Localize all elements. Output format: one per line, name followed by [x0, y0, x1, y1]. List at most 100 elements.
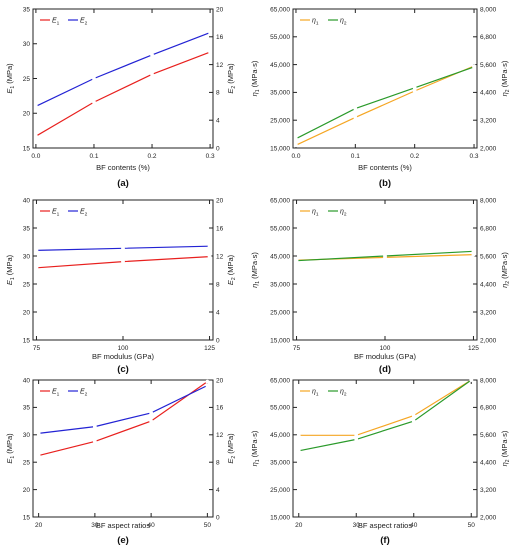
data-point [207, 244, 212, 249]
left-axis-title: η1 (MPa·s) [250, 60, 261, 96]
legend-symbol: η [312, 389, 316, 396]
legend-entry: η2 [340, 389, 347, 398]
data-point [471, 249, 476, 254]
right-axis-title: E2 (MPa) [226, 254, 237, 285]
right-y-tick-label: 4,400 [480, 90, 497, 97]
x-tick-label: 125 [468, 345, 479, 352]
left-y-tick-label: 25 [23, 460, 31, 467]
right-y-tick-label: 16 [216, 225, 224, 232]
left-y-tick-label: 20 [23, 111, 31, 118]
left-y-tick-label: 35 [23, 6, 31, 13]
data-point [411, 413, 416, 418]
left-y-tick-label: 55,000 [270, 405, 290, 412]
left-y-tick-label: 25,000 [270, 487, 290, 494]
axis-title-symbol: η [500, 284, 509, 288]
x-tick-label: 0.3 [206, 153, 215, 160]
right-y-tick-label: 2,000 [480, 337, 497, 344]
left-y-tick-label: 55,000 [270, 34, 290, 41]
plot-frame [292, 8, 478, 149]
plot-frame [32, 199, 214, 341]
data-point [34, 104, 38, 109]
axis-title-unit: (MPa) [5, 433, 14, 456]
left-y-tick-label: 55,000 [270, 225, 290, 232]
left-axis-title: E1 (MPa) [5, 433, 16, 464]
legend-subscript: 2 [344, 392, 347, 398]
legend-entry: η1 [312, 389, 319, 398]
x-tick-label: 40 [410, 522, 418, 529]
x-tick-label: 100 [118, 345, 129, 352]
right-axis-title: E2 (MPa) [226, 433, 237, 464]
legend-symbol: E [80, 18, 85, 25]
left-y-tick-label: 45,000 [270, 62, 290, 69]
right-y-tick-label: 4 [216, 487, 220, 494]
plot-frame [292, 199, 478, 341]
data-point [150, 52, 154, 57]
right-axis-title: η2 (MPa·s) [500, 252, 511, 288]
left-y-tick-label: 15 [23, 337, 31, 344]
panel-label: (f) [380, 535, 390, 546]
data-point [149, 419, 154, 424]
legend-entry: E1 [52, 389, 60, 398]
left-y-tick-label: 15,000 [270, 145, 290, 152]
series-line-2 [38, 384, 208, 434]
left-y-tick-label: 35 [23, 225, 31, 232]
axis-title-symbol: η [250, 284, 259, 288]
panel-label: (c) [117, 364, 129, 375]
axis-title-subscript: 1 [10, 86, 16, 89]
left-y-tick-label: 15,000 [270, 514, 290, 521]
data-point [34, 248, 39, 253]
right-y-tick-label: 8,000 [480, 6, 497, 13]
right-y-tick-label: 2,000 [480, 514, 497, 521]
legend-subscript: 2 [85, 212, 88, 218]
right-y-tick-label: 16 [216, 405, 224, 412]
legend-subscript: 1 [316, 392, 319, 398]
data-point [121, 259, 125, 264]
axis-title-symbol: η [500, 92, 509, 96]
right-y-tick-label: 8,000 [480, 197, 497, 204]
right-y-tick-label: 8 [216, 90, 220, 97]
data-point [205, 379, 210, 384]
legend-entry: E2 [80, 209, 88, 218]
axis-title-subscript: 2 [505, 281, 511, 284]
left-y-tick-label: 15,000 [270, 337, 290, 344]
legend-symbol: η [312, 18, 316, 25]
axis-title-symbol: E [5, 88, 14, 94]
x-tick-label: 75 [33, 345, 41, 352]
data-point [208, 50, 212, 54]
axis-title-unit: (MPa·s) [250, 60, 259, 89]
left-y-tick-label: 65,000 [270, 197, 290, 204]
data-point [296, 448, 301, 453]
axis-title-unit: (MPa) [226, 433, 235, 456]
x-tick-label: 0.1 [351, 153, 360, 160]
axis-title-subscript: 1 [10, 456, 16, 459]
data-point [354, 437, 359, 442]
left-y-tick-label: 30 [23, 41, 31, 48]
x-tick-label: 100 [380, 345, 391, 352]
x-tick-label: 0.2 [148, 153, 157, 160]
chart-panel-2: 0.0 0.1 0.2 0.3 15,000 25,000 35,000 45,000 55,0… [250, 6, 511, 189]
data-point [92, 100, 96, 105]
axis-title-symbol: η [500, 462, 509, 466]
x-tick-label: 0.0 [31, 153, 40, 160]
axis-title-symbol: η [250, 462, 259, 466]
x-tick-label: 20 [295, 522, 303, 529]
panel-label: (a) [117, 178, 129, 189]
left-axis-title: η1 (MPa·s) [250, 252, 261, 288]
axis-title-subscript: 2 [231, 456, 237, 459]
panel-label: (e) [117, 535, 129, 546]
data-point [469, 378, 474, 382]
series-line-2 [298, 379, 472, 452]
right-y-tick-label: 12 [216, 253, 224, 260]
data-point [354, 433, 359, 438]
data-point [34, 134, 38, 139]
x-axis-label: BF aspect ratios [358, 521, 412, 530]
right-y-tick-label: 4 [216, 118, 220, 125]
axis-title-subscript: 1 [255, 281, 261, 284]
right-y-tick-label: 3,200 [480, 118, 497, 125]
axis-title-symbol: E [226, 458, 235, 464]
left-y-tick-label: 65,000 [270, 6, 290, 13]
plot-frame [32, 379, 214, 518]
data-point [294, 136, 298, 141]
legend-entry: η1 [312, 18, 319, 27]
